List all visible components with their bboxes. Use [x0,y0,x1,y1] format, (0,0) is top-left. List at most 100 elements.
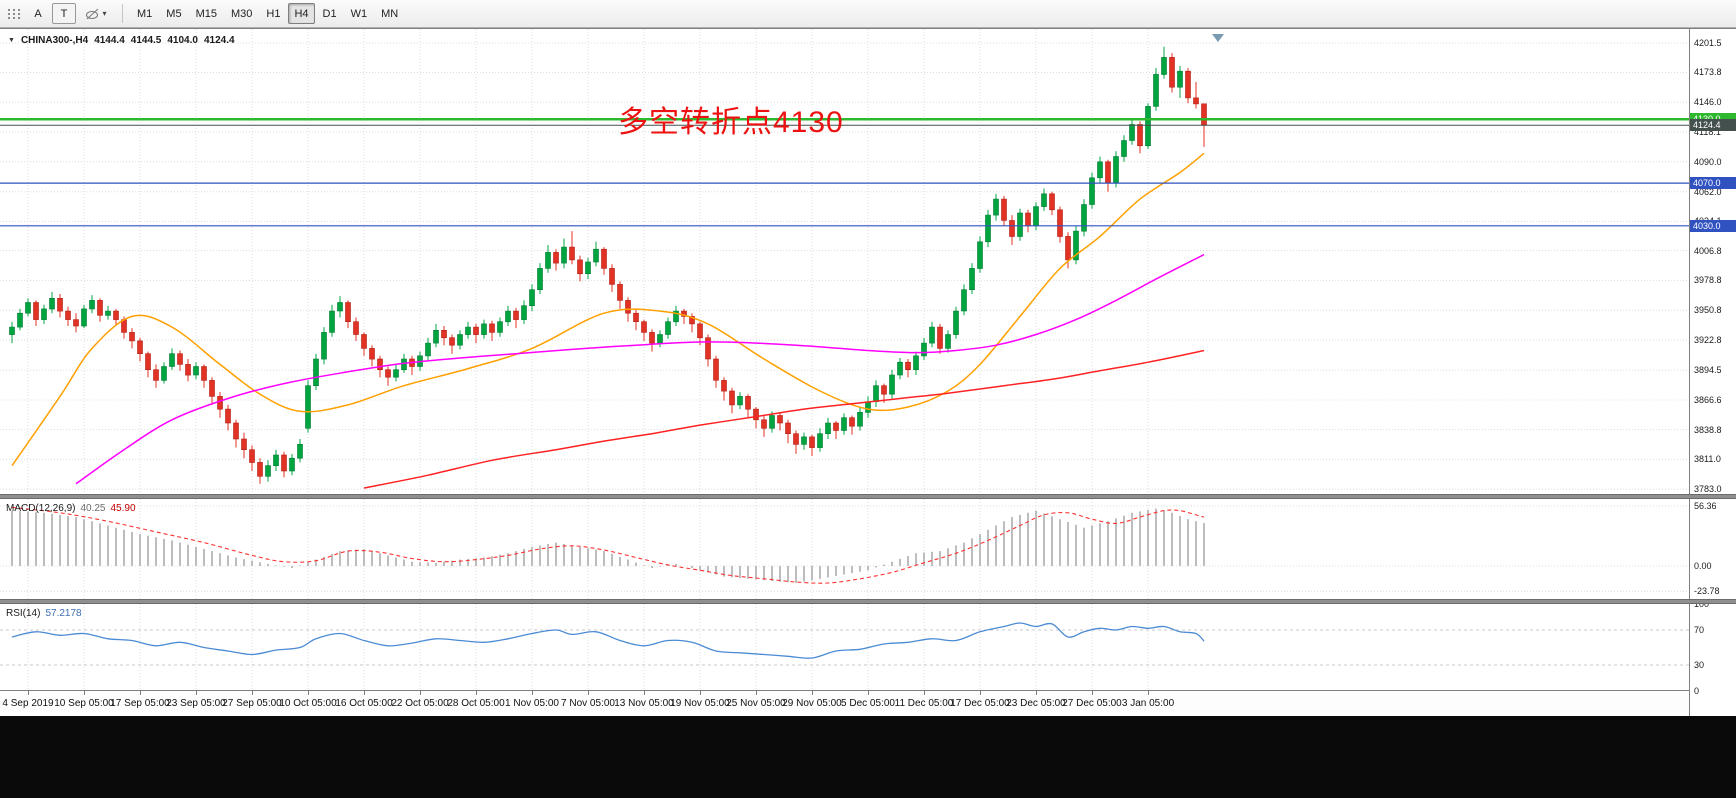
timeframe-m5-button[interactable]: M5 [160,3,187,24]
text-tool-button[interactable]: T [52,3,76,24]
time-tick-mark [308,691,309,695]
time-tick-mark [924,691,925,695]
shapes-tool-button[interactable]: ▾ [78,2,114,25]
timeframe-d1-button[interactable]: D1 [317,3,343,24]
time-tick-mark [28,691,29,695]
time-axis-label: 25 Nov 05:00 [726,698,786,709]
time-tick-mark [868,691,869,695]
dropdown-caret-icon: ▾ [102,9,107,18]
rsi-line [11,622,1205,659]
macd-pane[interactable]: MACD(12,26,9) 40.25 45.90 [0,499,1689,599]
time-axis-label: 29 Nov 05:00 [782,698,842,709]
time-tick-mark [364,691,365,695]
ohlc-close: 4124.4 [203,35,235,46]
time-axis-label: 23 Dec 05:00 [1006,698,1066,709]
time-axis-label: 19 Nov 05:00 [670,698,730,709]
axis-scale-label: 56.36 [1694,500,1717,511]
time-axis-label: 17 Dec 05:00 [950,698,1010,709]
chart-toolbar: A T ▾ M1 M5 M15 M30 H1 H4 D1 W1 MN [0,0,1736,28]
time-axis-label: 4 Sep 2019 [2,698,54,709]
ohlc-low: 4104.0 [167,35,198,46]
rsi-name: RSI(14) [6,608,41,619]
time-tick-mark [980,691,981,695]
rsi-pane[interactable]: RSI(14) 57.2178 [0,604,1689,690]
time-axis-label: 10 Oct 05:00 [279,698,337,709]
time-axis-label: 13 Nov 05:00 [614,698,674,709]
macd-histogram [11,508,1205,583]
axis-scale-label: 3811.0 [1694,454,1721,465]
chart-area: ▼ CHINA300-,H4 4144.4 4144.5 4104.0 4124… [0,28,1736,717]
axis-scale-label: 3866.6 [1694,394,1722,405]
axis-scale-label: 70 [1694,625,1705,635]
macd-name: MACD(12,26,9) [6,503,76,514]
time-axis-label: 16 Oct 05:00 [335,698,393,709]
time-tick-mark [532,691,533,695]
timeframe-h1-button[interactable]: H1 [260,3,286,24]
moving-average-mid [75,253,1205,485]
time-tick-mark [196,691,197,695]
axis-scale-label: 4173.8 [1694,67,1722,78]
time-tick-mark [1092,691,1093,695]
axis-scale-label: 0 [1694,686,1700,697]
ohlc-high: 4144.5 [130,35,162,46]
rsi-label: RSI(14) 57.2178 [6,608,82,619]
price-marker-badge: 4070.0 [1690,177,1736,190]
timeframe-m30-button[interactable]: M30 [225,3,258,24]
timeframe-mn-button[interactable]: MN [375,3,404,24]
time-tick-mark [252,691,253,695]
pane-divider[interactable] [0,599,1736,604]
axis-scale-label: 3950.8 [1694,305,1722,316]
price-pane[interactable]: ▼ CHINA300-,H4 4144.4 4144.5 4104.0 4124… [0,29,1689,494]
chart-annotation-text: 多空转折点4130 [618,106,844,139]
time-tick-mark [812,691,813,695]
time-axis-label: 5 Dec 05:00 [841,698,895,709]
timeframe-m15-button[interactable]: M15 [190,3,223,24]
time-axis-label: 27 Sep 05:00 [222,698,282,709]
time-tick-mark [420,691,421,695]
time-axis[interactable]: 4 Sep 2019 10 Sep 05:00 17 Sep 05:00 23 Sep… [0,690,1689,717]
timeframe-m1-button[interactable]: M1 [131,3,158,24]
candles-layer [9,46,1207,484]
time-tick-mark [140,691,141,695]
axis-scale-label: 3978.8 [1694,275,1722,286]
time-tick-mark [1036,691,1037,695]
rsi-grid [27,604,1149,690]
time-tick-mark [1148,691,1149,695]
axis-scale-label: 3922.8 [1694,335,1722,346]
price-axis[interactable]: 4201.54173.84146.04118.14090.04062.04034… [1689,29,1736,717]
axis-scale-label: 3838.8 [1694,424,1722,435]
price-chart-canvas[interactable] [0,29,1689,494]
rsi-canvas[interactable] [0,604,1689,690]
axis-scale-label: 4062.0 [1694,186,1722,197]
axis-scale-label: 4118.1 [1694,126,1721,137]
time-axis-label: 22 Oct 05:00 [391,698,449,709]
time-tick-mark [588,691,589,695]
timeframe-h4-button[interactable]: H4 [288,3,315,24]
timeframe-w1-button[interactable]: W1 [345,3,374,24]
time-tick-mark [476,691,477,695]
shapes-icon [86,8,99,19]
toolbar-separator [122,4,123,23]
timeframe-buttons: M1 M5 M15 M30 H1 H4 D1 W1 MN [131,3,404,24]
pane-divider[interactable] [0,494,1736,499]
macd-signal-value: 45.90 [110,503,136,514]
toolbar-grip-icon[interactable] [4,8,24,20]
main-grid [0,29,1689,494]
macd-label: MACD(12,26,9) 40.25 45.90 [6,503,136,514]
macd-value: 40.25 [80,503,106,514]
axis-scale-label: 4090.0 [1694,156,1722,167]
time-tick-mark [700,691,701,695]
axis-scale-label: 4201.5 [1694,37,1722,48]
time-axis-label: 27 Dec 05:00 [1062,698,1122,709]
chart-shift-marker[interactable] [1212,34,1224,42]
time-tick-mark [644,691,645,695]
axis-scale-label: 30 [1694,660,1705,670]
time-axis-label: 11 Dec 05:00 [894,698,954,709]
macd-canvas[interactable] [0,499,1689,599]
symbol-dropdown-icon[interactable]: ▼ [8,37,15,44]
arrow-tool-button[interactable]: A [26,3,50,24]
moving-average-fast [11,152,1205,467]
macd-signal-line [11,506,1205,584]
axis-scale-label: -23.78 [1694,586,1720,597]
